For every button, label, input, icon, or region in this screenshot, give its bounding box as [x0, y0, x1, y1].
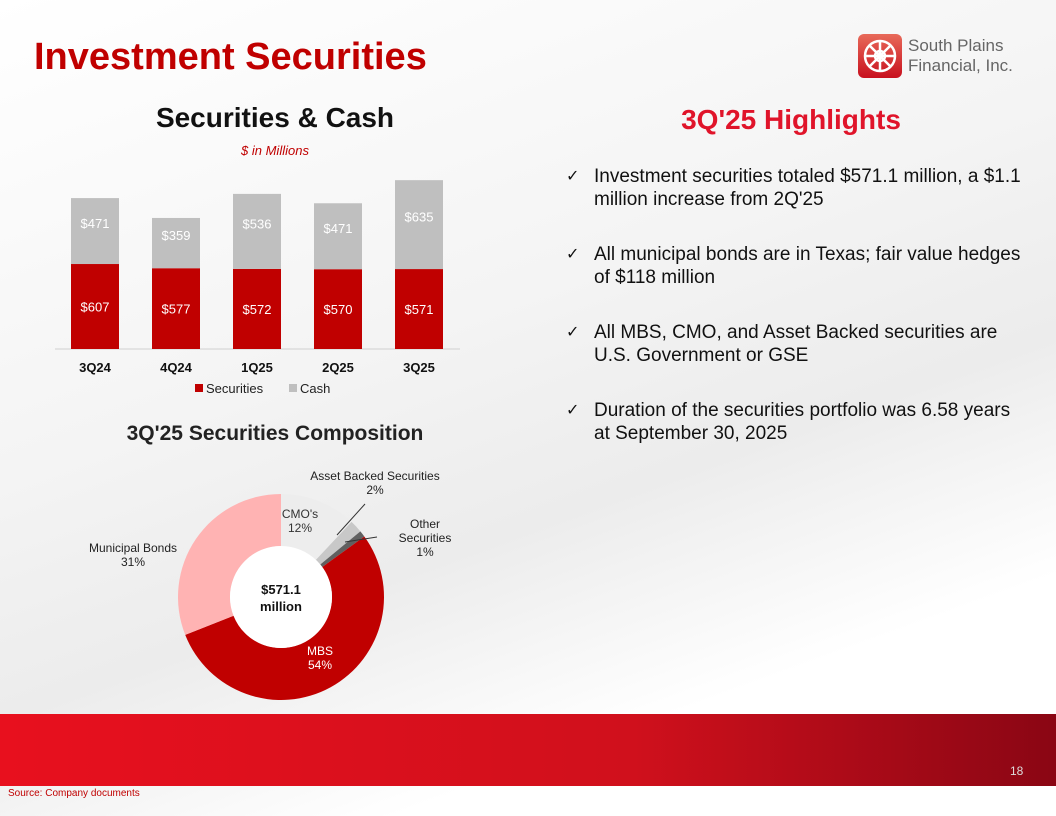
highlight-item: ✓ All municipal bonds are in Texas; fair … [566, 243, 1026, 289]
source-note: Source: Company documents [8, 788, 140, 799]
x-tick-label: 4Q24 [160, 360, 193, 375]
x-tick-label: 2Q25 [322, 360, 354, 375]
data-label: $471 [324, 221, 353, 236]
highlight-text: Investment securities totaled $571.1 mil… [594, 166, 1021, 210]
logo-text-line2: Financial, Inc. [908, 56, 1013, 75]
bar-securities [152, 268, 200, 349]
donut-chart: $571.1 million CMO's 12% Asset Backed Securi… [89, 469, 452, 701]
highlight-item: ✓ Investment securities totaled $571.1 mi… [566, 165, 1026, 211]
data-label: $577 [162, 302, 191, 317]
slice-label-line: 1% [416, 545, 434, 559]
slice-label: Other Securities 1% [399, 517, 452, 559]
bar-securities [314, 269, 362, 349]
bar-cash [395, 180, 443, 270]
bar-securities [233, 268, 281, 349]
highlight-item: ✓ Duration of the securities portfolio wa… [566, 399, 1026, 445]
highlight-item: ✓ All MBS, CMO, and Asset Backed securiti… [566, 321, 1026, 367]
bar-cash [152, 217, 200, 269]
slice-label-line: Municipal Bonds [89, 541, 177, 555]
slice-label: Municipal Bonds 31% [89, 541, 177, 569]
data-label: $572 [243, 302, 272, 317]
page-number: 18 [1010, 764, 1024, 778]
slice-cmo-s [281, 494, 352, 560]
highlights-list: ✓ Investment securities totaled $571.1 mi… [566, 165, 1026, 477]
bar-securities [71, 264, 119, 349]
slice-label: Asset Backed Securities 2% [310, 469, 439, 497]
slice-label-line: Asset Backed Securities [310, 469, 439, 483]
data-label: $359 [162, 228, 191, 243]
data-label: $570 [324, 302, 353, 317]
bar-cash [314, 203, 362, 270]
slice-label-line: 2% [366, 483, 384, 497]
logo-text-line1: South Plains [908, 36, 1004, 55]
x-tick-label: 3Q24 [79, 360, 112, 375]
logo-wheel-icon [858, 34, 902, 78]
slice-label-line: 12% [288, 521, 312, 535]
slice-label-line: Other [410, 517, 440, 531]
data-label: $635 [405, 210, 434, 225]
slice-mbs [185, 536, 385, 701]
data-label: $471 [81, 216, 110, 231]
legend-label: Securities [206, 381, 264, 396]
slice-label-line: Securities [399, 531, 452, 545]
data-label: $571 [405, 302, 434, 317]
bar-cash [71, 198, 119, 265]
slice-label: MBS 54% [307, 644, 333, 672]
slice-municipal-bonds [178, 494, 281, 635]
bar-chart-title: Securities & Cash [155, 102, 395, 133]
data-label: $607 [81, 300, 110, 315]
slice-label-line: CMO's [282, 507, 318, 521]
slice-label-line: 31% [121, 555, 145, 569]
slice-label-line: MBS [307, 644, 333, 658]
bar-securities [395, 269, 443, 349]
page-title: Investment Securities [34, 36, 427, 78]
check-icon: ✓ [566, 246, 580, 263]
check-icon: ✓ [566, 168, 580, 185]
highlight-text: Duration of the securities portfolio was… [594, 400, 1011, 444]
slice-asset-backed-securities [315, 521, 361, 565]
donut-hole [230, 546, 332, 648]
leader-line [344, 536, 378, 543]
highlights-title: 3Q'25 Highlights [681, 104, 901, 135]
center-value: $571.1 [261, 582, 301, 597]
highlight-text: All MBS, CMO, and Asset Backed securitie… [594, 322, 998, 366]
legend-label: Cash [300, 381, 330, 396]
donut-chart-title: 3Q'25 Securities Composition [126, 422, 424, 445]
company-logo: South Plains Financial, Inc. [858, 34, 1028, 80]
highlight-text: All municipal bonds are in Texas; fair v… [594, 244, 1021, 288]
check-icon: ✓ [566, 324, 580, 341]
legend-swatch [289, 384, 297, 392]
bar-chart-subtitle: $ in Millions [241, 143, 309, 158]
x-tick-label: 3Q25 [403, 360, 435, 375]
slice-label-line: 54% [308, 658, 332, 672]
x-tick-label: 1Q25 [241, 360, 273, 375]
center-unit: million [260, 599, 302, 614]
slice-label: CMO's 12% [282, 507, 318, 535]
bar-chart: $607 $471 3Q24 $577 $359 4Q24 $572 $536 1Q25 $570… [55, 180, 460, 396]
data-label: $536 [243, 216, 272, 231]
legend-swatch [195, 384, 203, 392]
bar-cash [233, 193, 281, 269]
footer-band [0, 714, 1056, 786]
check-icon: ✓ [566, 402, 580, 419]
leader-line [336, 503, 366, 536]
